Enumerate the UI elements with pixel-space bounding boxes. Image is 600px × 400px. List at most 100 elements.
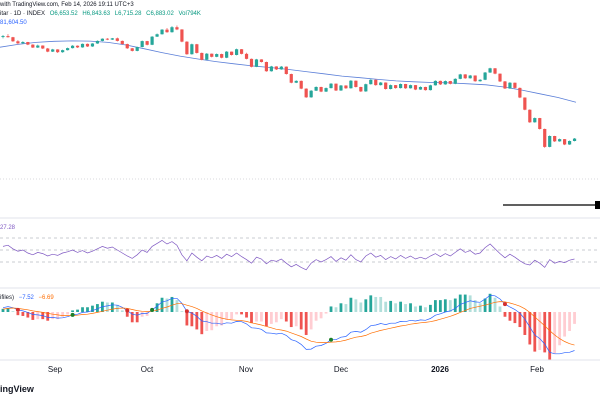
candle-down xyxy=(538,118,542,129)
candle-up xyxy=(36,45,40,48)
candle-down xyxy=(463,74,467,79)
macd-histogram-bar xyxy=(21,312,25,316)
macd-histogram-bar xyxy=(364,299,368,312)
macd-histogram-bar xyxy=(443,299,447,312)
macd-histogram-bar xyxy=(155,303,159,312)
macd-histogram-bar xyxy=(240,312,243,315)
candle-down xyxy=(304,88,308,98)
macd-histogram-bar xyxy=(36,312,40,320)
candle-down xyxy=(354,80,358,87)
candle-down xyxy=(75,45,80,48)
candle-up xyxy=(478,79,482,82)
open-value: O6,653.52 xyxy=(49,11,78,17)
candle-up xyxy=(90,43,95,47)
macd-histogram-bar xyxy=(96,304,99,312)
candle-up xyxy=(309,90,313,98)
candle-down xyxy=(145,41,149,45)
candle-down xyxy=(244,53,249,59)
macd-histogram-bar xyxy=(503,312,507,317)
candle-down xyxy=(230,51,234,55)
x-label-2026: 2026 xyxy=(431,365,449,374)
macd-histogram-bar xyxy=(120,310,124,312)
macd-histogram-bar xyxy=(56,312,60,320)
macd-histogram-bar xyxy=(319,312,323,319)
macd-value: −7.52 xyxy=(18,295,34,301)
candle-up xyxy=(443,81,447,85)
candle-up xyxy=(399,84,403,89)
macd-histogram-bar xyxy=(279,312,283,320)
candle-up xyxy=(389,85,393,90)
candle-down xyxy=(493,68,497,74)
candle-down xyxy=(259,59,264,62)
candle-down xyxy=(249,58,254,67)
macd-histogram-bar xyxy=(6,308,10,312)
candle-up xyxy=(155,34,159,37)
macd-histogram-bar xyxy=(66,312,70,315)
macd-histogram-bar xyxy=(458,294,462,312)
symbol-title: itar · 1D · INDEX xyxy=(0,11,46,17)
macd-histogram-bar xyxy=(488,293,492,312)
candle-down xyxy=(394,85,398,89)
candle-down xyxy=(120,40,124,45)
candle-up xyxy=(339,85,343,91)
macd-histogram-bar xyxy=(339,303,343,312)
signal-line xyxy=(2,301,575,346)
macd-histogram-bar xyxy=(533,312,537,352)
candle-up xyxy=(70,45,75,49)
candle-down xyxy=(125,44,129,49)
candle-up xyxy=(533,118,537,123)
candle-down xyxy=(299,80,303,89)
candle-up xyxy=(135,47,139,51)
macd-histogram-bar xyxy=(135,312,139,323)
ma-value: 81,604.50 xyxy=(0,20,27,26)
candle-up xyxy=(190,44,194,55)
candle-down xyxy=(180,29,184,42)
candle-up xyxy=(160,29,164,35)
candle-down xyxy=(16,41,20,44)
tradingview-brand: ingView xyxy=(0,384,34,394)
candle-up xyxy=(508,82,512,89)
candle-down xyxy=(344,85,348,89)
candle-up xyxy=(269,66,273,72)
candle-down xyxy=(175,27,179,30)
macd-histogram-bar xyxy=(46,312,50,321)
candle-up xyxy=(294,80,298,83)
candle-up xyxy=(453,78,457,84)
x-label-dec: Dec xyxy=(333,365,349,374)
support-line-handle xyxy=(595,201,600,209)
macd-histogram-bar xyxy=(548,312,552,360)
macd-histogram-bar xyxy=(309,312,313,330)
macd-histogram-bar xyxy=(175,300,179,312)
ohlc-legend: itar · 1D · INDEX O6,653.52 H6,843.63 L6… xyxy=(0,11,201,18)
candle-up xyxy=(110,38,114,40)
macd-histogram-bar xyxy=(274,312,278,323)
bullish-cross-dot xyxy=(329,337,334,342)
macd-histogram-bar xyxy=(379,296,383,312)
low-value: L6,715.28 xyxy=(114,11,142,17)
candle-down xyxy=(543,128,547,147)
macd-histogram-bar xyxy=(419,305,422,312)
candle-up xyxy=(66,48,70,51)
macd-histogram-bar xyxy=(528,312,532,345)
macd-histogram-bar xyxy=(558,312,562,346)
macd-histogram-bar xyxy=(210,312,214,331)
candle-down xyxy=(105,38,109,40)
macd-histogram-bar xyxy=(170,296,174,312)
macd-histogram-bar xyxy=(220,312,224,326)
candle-up xyxy=(150,36,154,45)
candle-down xyxy=(438,80,442,85)
macd-histogram-bar xyxy=(61,312,65,317)
candle-up xyxy=(408,85,413,89)
macd-histogram-bar xyxy=(404,304,407,312)
macd-histogram-bar xyxy=(344,304,348,312)
macd-histogram-bar xyxy=(195,312,199,330)
macd-histogram-bar xyxy=(359,302,363,312)
macd-histogram-bar xyxy=(299,312,303,330)
candle-up xyxy=(548,136,552,147)
macd-histogram-bar xyxy=(369,295,373,312)
bearish-cross-dot xyxy=(15,307,20,312)
candle-up xyxy=(205,53,209,60)
macd-histogram-bar xyxy=(468,295,472,312)
bearish-cross-dot xyxy=(184,309,189,314)
